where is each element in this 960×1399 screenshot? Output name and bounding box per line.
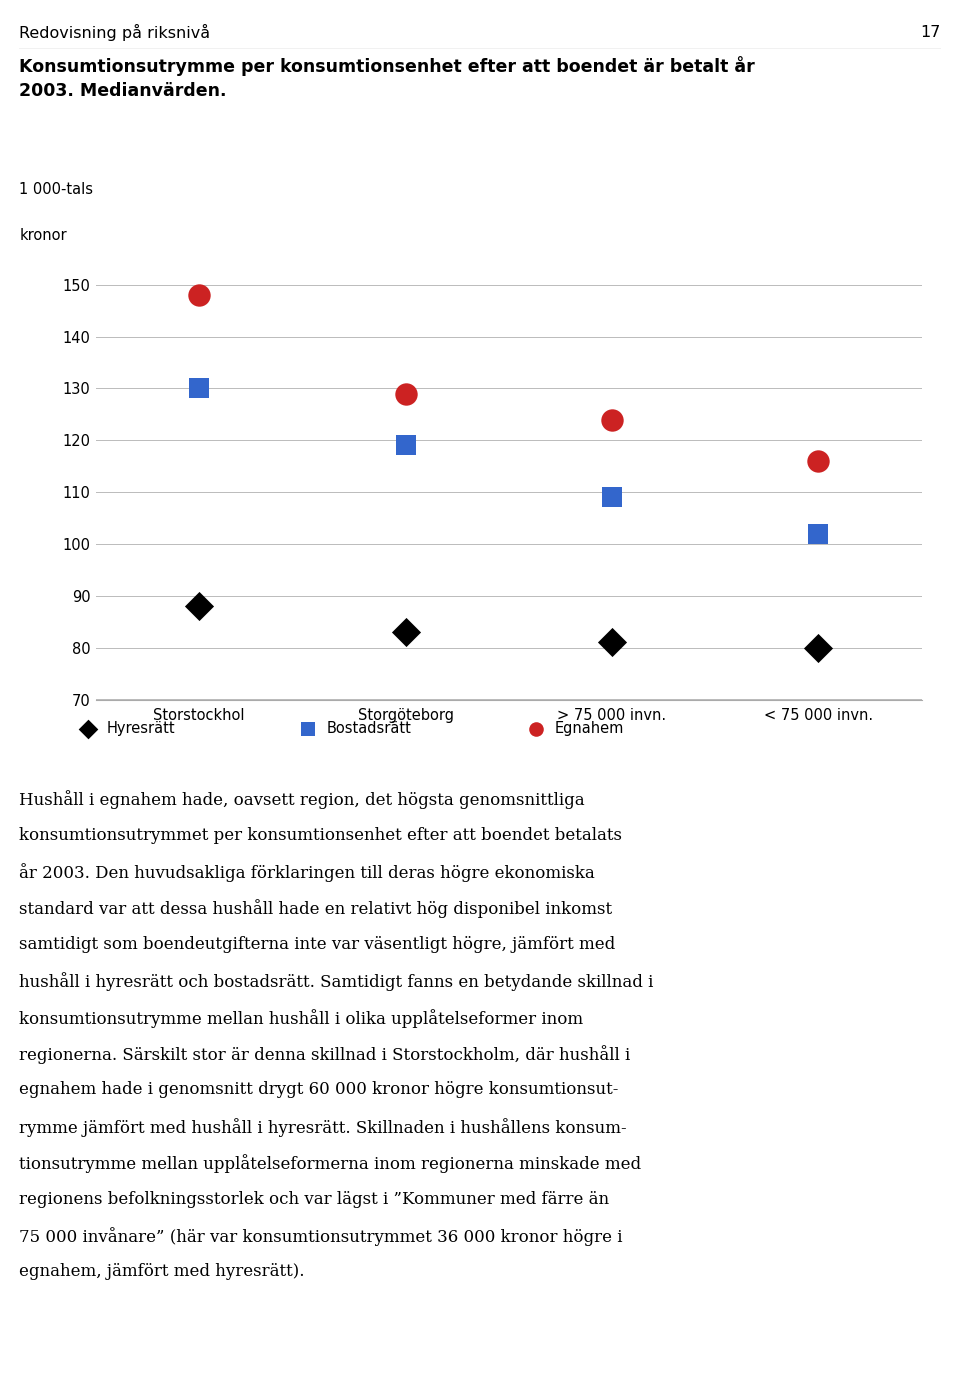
Point <box>810 450 826 473</box>
Text: 75 000 invånare” (här var konsumtionsutrymmet 36 000 kronor högre i: 75 000 invånare” (här var konsumtionsutr… <box>19 1227 623 1247</box>
Text: Bostadsrätt: Bostadsrätt <box>326 722 412 736</box>
Text: Konsumtionsutrymme per konsumtionsenhet efter att boendet är betalt år
2003. Med: Konsumtionsutrymme per konsumtionsenhet … <box>19 56 755 99</box>
Text: egnahem hade i genomsnitt drygt 60 000 kronor högre konsumtionsut-: egnahem hade i genomsnitt drygt 60 000 k… <box>19 1081 618 1098</box>
Point <box>810 637 826 659</box>
Text: konsumtionsutrymme mellan hushåll i olika upplåtelseformer inom: konsumtionsutrymme mellan hushåll i olik… <box>19 1009 584 1028</box>
Text: regionens befolkningsstorlek och var lägst i ”Kommuner med färre än: regionens befolkningsstorlek och var läg… <box>19 1191 610 1207</box>
Point <box>605 409 620 431</box>
Point <box>605 631 620 653</box>
Text: Hyresrätt: Hyresrätt <box>107 722 176 736</box>
Point <box>810 522 826 544</box>
Point <box>191 284 207 306</box>
Text: år 2003. Den huvudsakliga förklaringen till deras högre ekonomiska: år 2003. Den huvudsakliga förklaringen t… <box>19 863 595 883</box>
Point <box>191 595 207 617</box>
Point <box>81 718 96 740</box>
Point <box>397 434 413 456</box>
Text: egnahem, jämfört med hyresrätt).: egnahem, jämfört med hyresrätt). <box>19 1263 304 1280</box>
Text: samtidigt som boendeutgifterna inte var väsentligt högre, jämfört med: samtidigt som boendeutgifterna inte var … <box>19 936 615 953</box>
Text: Redovisning på riksnivå: Redovisning på riksnivå <box>19 24 210 41</box>
Point <box>397 621 413 644</box>
Point <box>605 485 620 508</box>
Text: tionsutrymme mellan upplåtelseformerna inom regionerna minskade med: tionsutrymme mellan upplåtelseformerna i… <box>19 1154 641 1174</box>
Point <box>191 378 207 400</box>
Text: standard var att dessa hushåll hade en relativt hög disponibel inkomst: standard var att dessa hushåll hade en r… <box>19 900 612 919</box>
Text: konsumtionsutrymmet per konsumtionsenhet efter att boendet betalats: konsumtionsutrymmet per konsumtionsenhet… <box>19 827 622 844</box>
Point <box>300 718 316 740</box>
Text: 1 000-tals: 1 000-tals <box>19 182 93 197</box>
Point <box>528 718 543 740</box>
Text: Egnahem: Egnahem <box>555 722 624 736</box>
Text: rymme jämfört med hushåll i hyresrätt. Skillnaden i hushållens konsum-: rymme jämfört med hushåll i hyresrätt. S… <box>19 1118 627 1137</box>
Text: hushåll i hyresrätt och bostadsrätt. Samtidigt fanns en betydande skillnad i: hushåll i hyresrätt och bostadsrätt. Sam… <box>19 972 654 992</box>
Text: 17: 17 <box>921 25 941 39</box>
Text: Hushåll i egnahem hade, oavsett region, det högsta genomsnittliga: Hushåll i egnahem hade, oavsett region, … <box>19 790 585 810</box>
Text: regionerna. Särskilt stor är denna skillnad i Storstockholm, där hushåll i: regionerna. Särskilt stor är denna skill… <box>19 1045 631 1065</box>
Point <box>397 382 413 404</box>
Text: kronor: kronor <box>19 228 67 243</box>
